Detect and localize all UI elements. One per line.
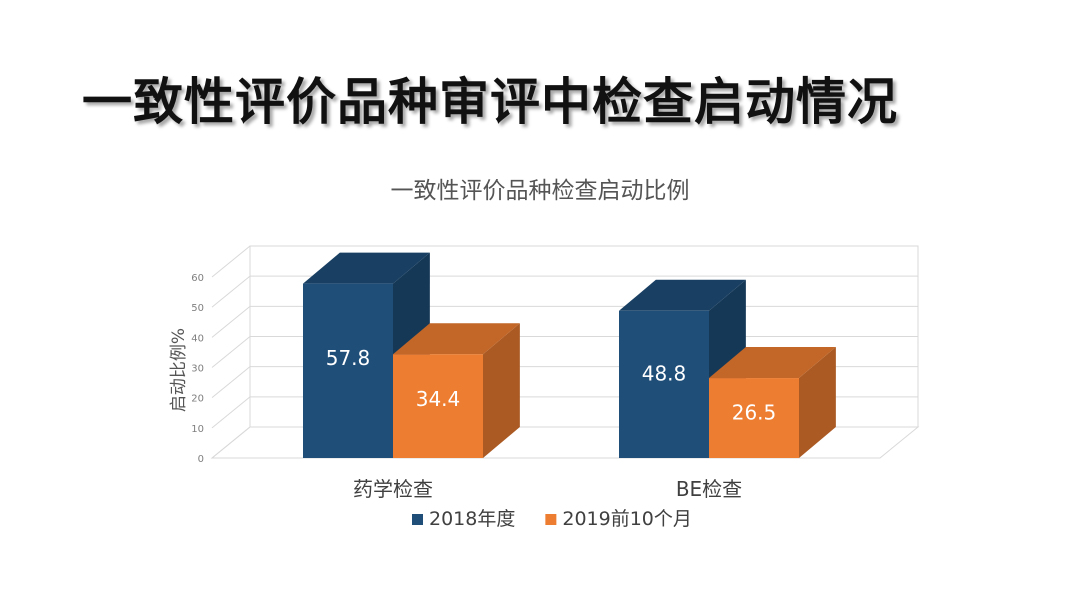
legend-item: 2018年度 bbox=[412, 508, 515, 530]
chart-title: 一致性评价品种检查启动比例 bbox=[391, 178, 690, 204]
bar-front bbox=[393, 354, 483, 458]
x-tick-label: 药学检查 bbox=[353, 477, 433, 501]
y-tick-labels: 0 10 20 30 40 50 60 bbox=[191, 273, 204, 465]
bar-front bbox=[303, 283, 393, 458]
bar-top bbox=[303, 252, 430, 284]
slide-title: 一致性评价品种审评中检查启动情况 bbox=[82, 73, 898, 131]
x-tick-labels: 药学检查 BE检查 bbox=[353, 477, 742, 501]
y-tick-label: 10 bbox=[191, 424, 204, 435]
data-label: 57.8 bbox=[326, 346, 371, 370]
legend-swatch bbox=[412, 514, 423, 525]
data-label: 26.5 bbox=[732, 401, 777, 425]
y-tick-label: 0 bbox=[198, 454, 204, 465]
legend-label: 2019前10个月 bbox=[562, 508, 692, 530]
legend-swatch bbox=[545, 514, 557, 525]
y-axis-label: 启动比例% bbox=[169, 328, 189, 412]
bar-top bbox=[393, 323, 520, 355]
bar-side bbox=[483, 323, 520, 458]
gridline bbox=[211, 275, 918, 308]
bar-top bbox=[619, 279, 746, 311]
x-tick-label: BE检查 bbox=[676, 477, 742, 501]
y-tick-label: 50 bbox=[191, 303, 204, 314]
bar: 26.5 bbox=[709, 347, 836, 458]
gridline bbox=[211, 245, 918, 278]
legend-label: 2018年度 bbox=[429, 508, 515, 530]
data-label: 48.8 bbox=[642, 362, 687, 386]
bar-front bbox=[619, 310, 709, 458]
y-tick-label: 30 bbox=[191, 364, 204, 375]
y-tick-label: 20 bbox=[191, 394, 204, 405]
y-tick-label: 40 bbox=[191, 333, 204, 344]
bar-side bbox=[799, 347, 836, 458]
bar: 34.4 bbox=[393, 323, 520, 458]
legend-item: 2019前10个月 bbox=[545, 508, 692, 530]
legend: 2018年度 2019前10个月 bbox=[412, 508, 692, 530]
data-label: 34.4 bbox=[416, 387, 461, 411]
bar-front bbox=[709, 378, 799, 458]
bar-top bbox=[709, 347, 836, 379]
y-tick-label: 60 bbox=[191, 273, 204, 284]
bars: 57.8 34.4 48.8 26.5 bbox=[303, 252, 836, 458]
